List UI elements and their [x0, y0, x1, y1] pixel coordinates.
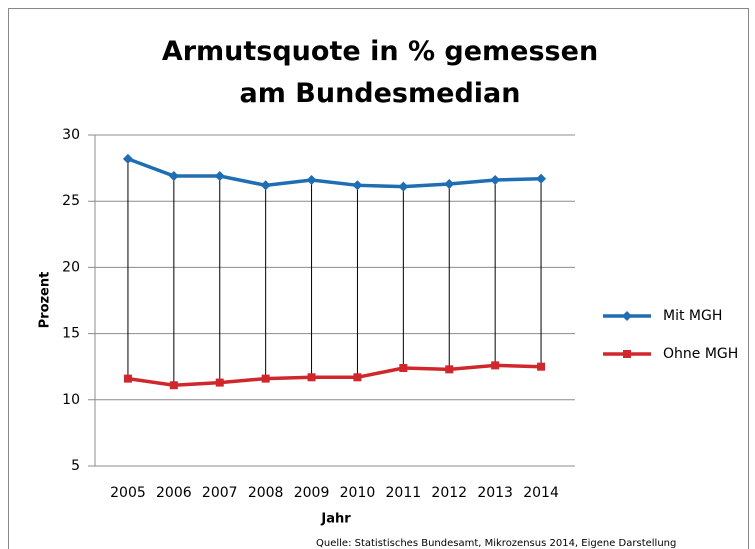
- x-tick-label: 2010: [340, 485, 376, 501]
- marker: [261, 374, 270, 383]
- marker: [168, 171, 179, 182]
- marker: [537, 362, 546, 371]
- marker: [307, 373, 316, 382]
- legend-label: Ohne MGH: [663, 346, 738, 362]
- marker: [445, 365, 454, 374]
- marker: [398, 181, 409, 192]
- x-tick-label: 2008: [248, 485, 284, 501]
- y-tick-label: 15: [62, 326, 80, 342]
- x-tick-label: 2012: [431, 485, 467, 501]
- legend-label: Mit MGH: [663, 308, 722, 324]
- marker: [536, 173, 547, 184]
- marker: [306, 175, 317, 186]
- marker: [490, 175, 501, 186]
- x-tick-label: 2005: [110, 485, 146, 501]
- y-tick-label: 30: [62, 127, 80, 143]
- marker: [399, 364, 408, 373]
- marker: [122, 153, 133, 164]
- line-series: [127, 363, 542, 387]
- chart-frame: [8, 8, 749, 549]
- marker: [352, 180, 363, 191]
- marker: [214, 171, 225, 182]
- source-note: Quelle: Statistisches Bundesamt, Mikroze…: [316, 538, 676, 549]
- marker: [491, 361, 500, 370]
- x-tick-label: 2006: [156, 485, 192, 501]
- marker: [123, 374, 132, 383]
- marker: [622, 311, 632, 321]
- line-series: [127, 157, 542, 189]
- x-tick-label: 2013: [477, 485, 513, 501]
- marker: [215, 378, 224, 387]
- marker: [169, 381, 178, 390]
- y-tick-label: 5: [71, 458, 80, 474]
- y-tick-label: 25: [62, 193, 80, 209]
- y-tick-label: 20: [62, 259, 80, 275]
- x-tick-label: 2007: [202, 485, 238, 501]
- y-axis-title: Prozent: [38, 272, 53, 329]
- marker: [353, 373, 362, 382]
- x-tick-label: 2009: [294, 485, 330, 501]
- x-tick-label: 2011: [386, 485, 422, 501]
- marker: [444, 178, 455, 189]
- x-axis-title: Jahr: [320, 512, 351, 527]
- x-tick-label: 2014: [523, 485, 559, 501]
- marker: [623, 350, 631, 358]
- y-tick-label: 10: [62, 392, 80, 408]
- marker: [260, 180, 271, 191]
- chart-title: Armutsquote in % gemessen am Bundesmedian: [162, 36, 598, 109]
